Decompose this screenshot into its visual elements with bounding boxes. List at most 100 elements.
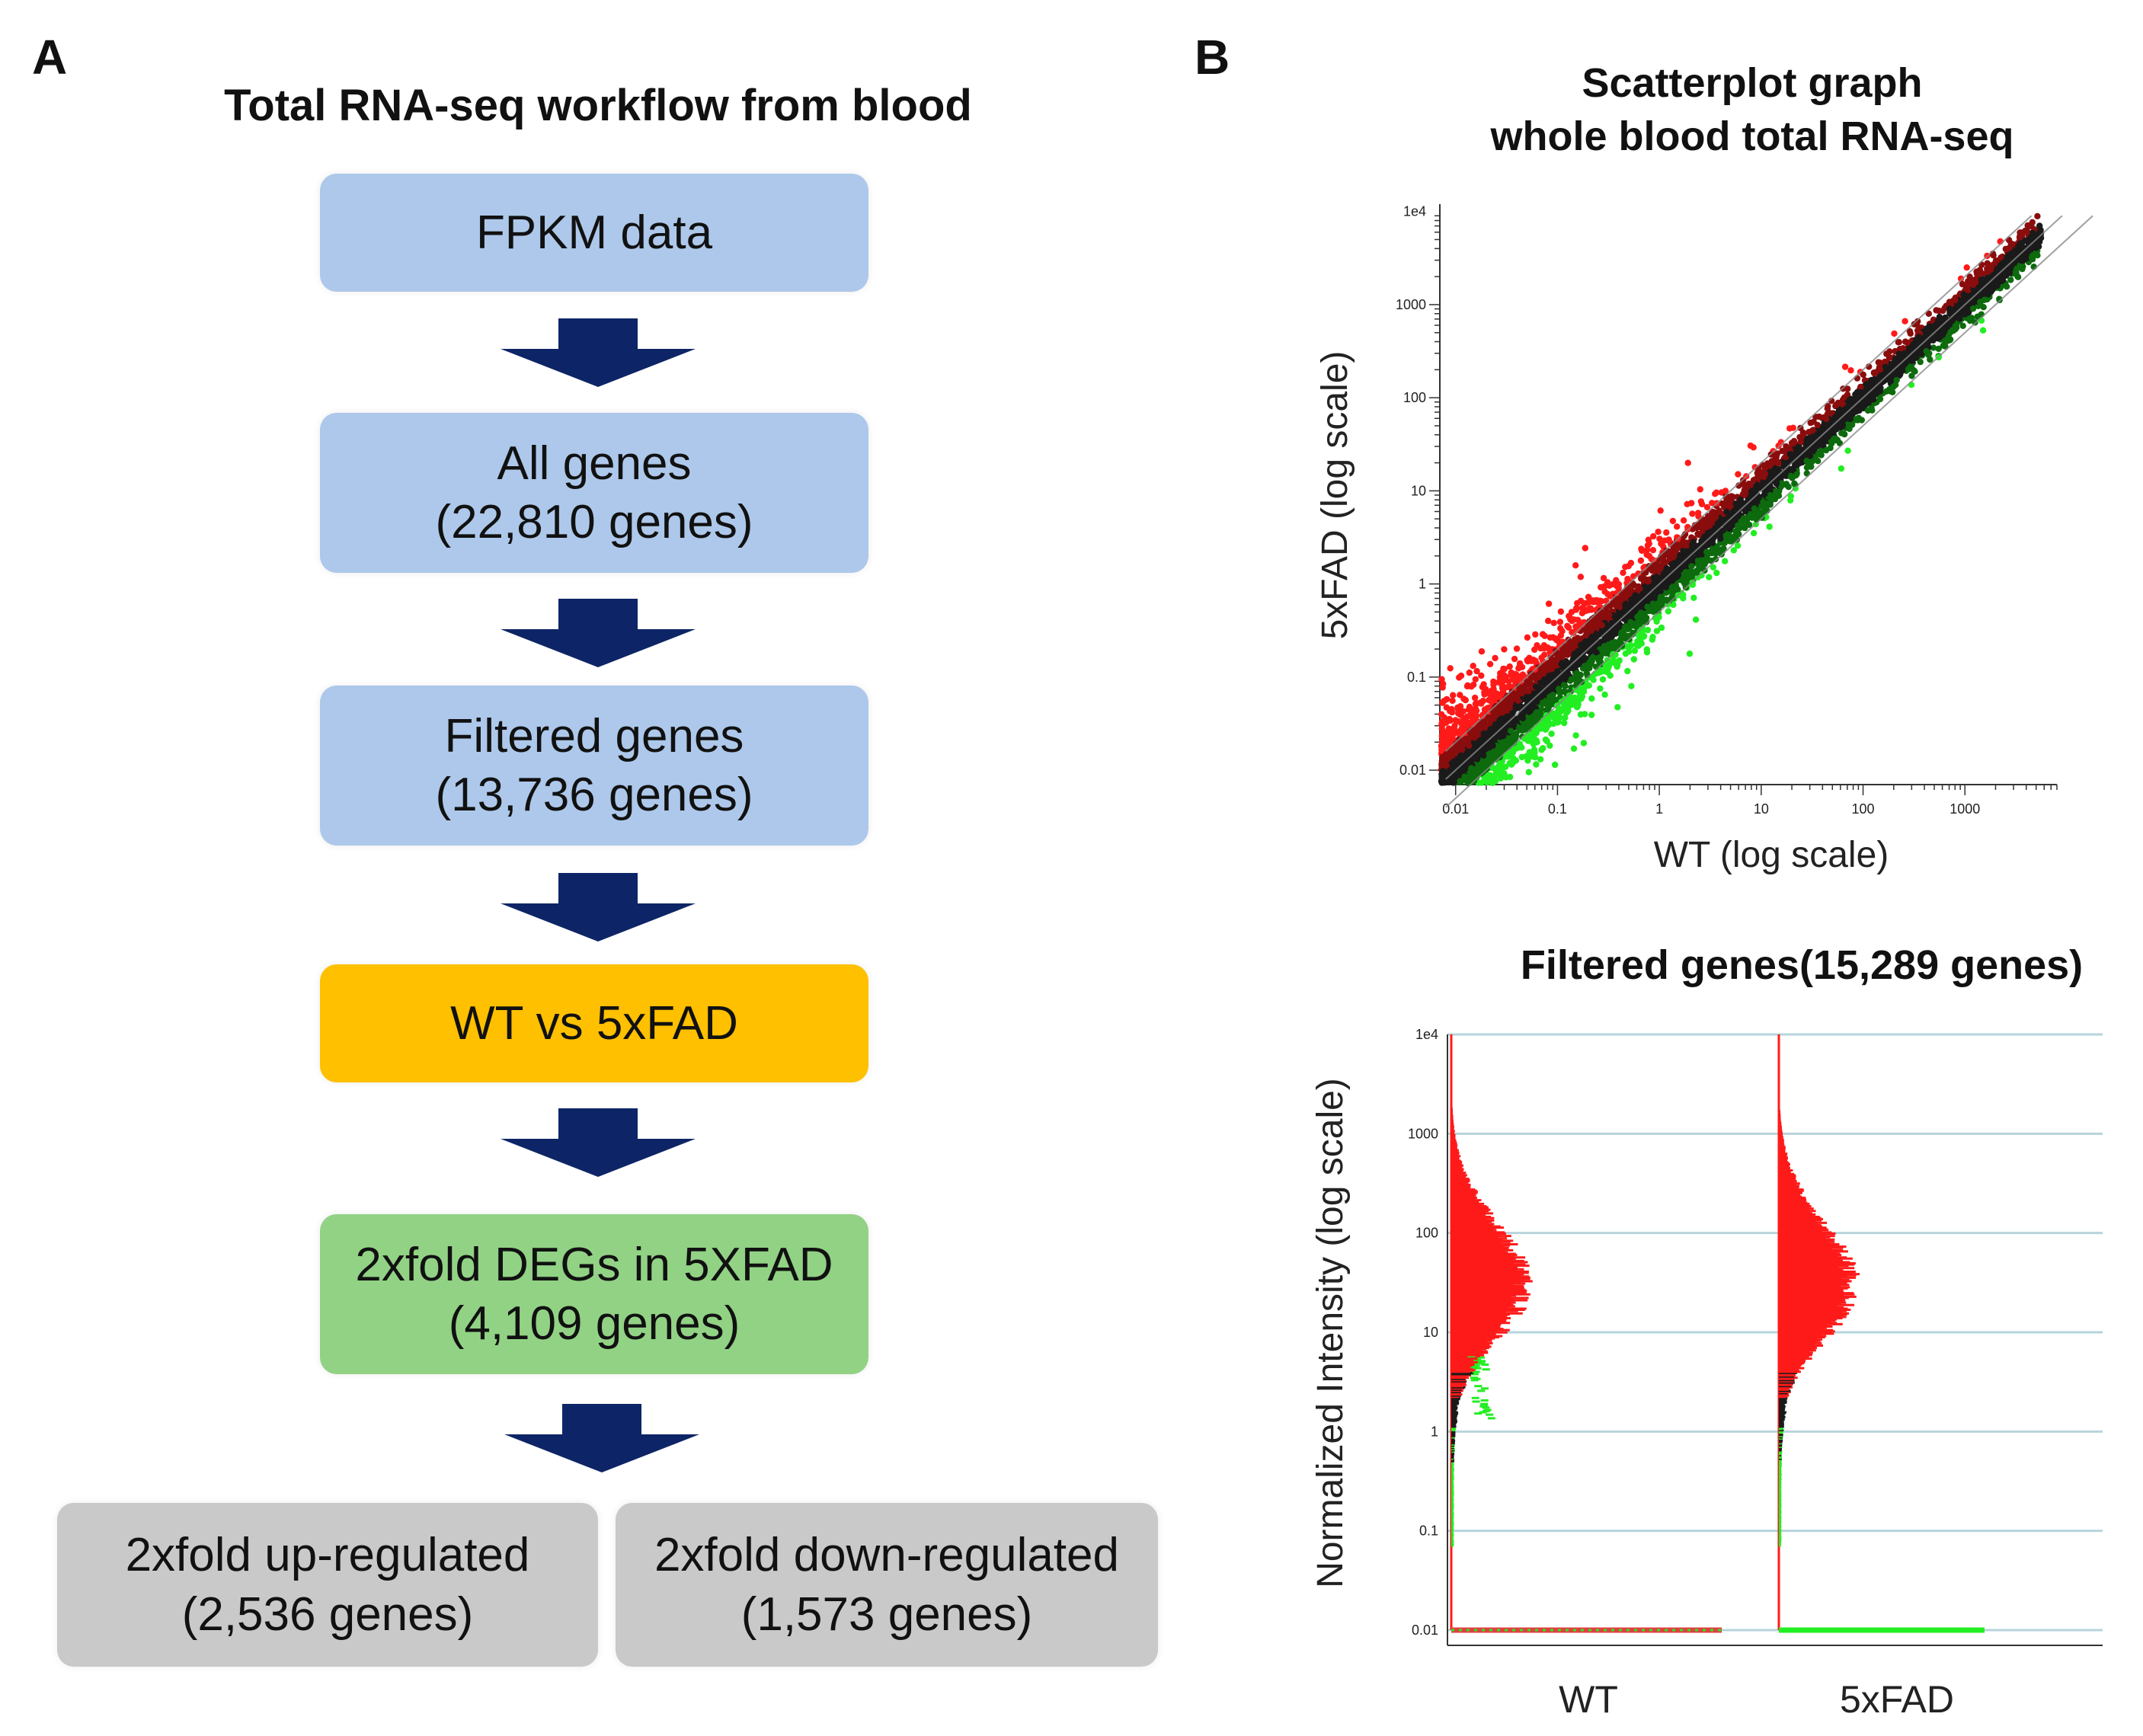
scatter-y-tick-label: 1e4 xyxy=(1403,204,1426,219)
scatter-point xyxy=(1640,574,1647,582)
scatter-point xyxy=(1548,695,1556,703)
scatter-point xyxy=(1525,769,1533,775)
scatter-point xyxy=(1593,649,1600,656)
dist-y-tick-label: 1000 xyxy=(1408,1126,1438,1141)
scatter-point xyxy=(1891,330,1898,337)
scatter-point xyxy=(1495,750,1502,756)
scatter-point xyxy=(1834,418,1841,426)
scatter-point xyxy=(1889,388,1896,395)
scatter-point xyxy=(1649,636,1656,643)
scatter-point xyxy=(1825,403,1831,410)
scatter-point xyxy=(1598,622,1605,628)
scatter-point xyxy=(1519,715,1527,721)
scatter-point xyxy=(1615,584,1622,591)
scatter-point xyxy=(1737,496,1744,504)
scatter-point xyxy=(1562,670,1569,678)
step-all-genes: All genes (22,810 genes) xyxy=(320,413,868,573)
scatter-point xyxy=(1489,779,1496,787)
scatter-point xyxy=(1930,325,1937,332)
scatter-point xyxy=(1466,669,1473,676)
scatter-point xyxy=(1572,562,1579,569)
scatter-point xyxy=(1624,576,1631,583)
scatter-y-tick-label: 1 xyxy=(1419,577,1426,592)
scatter-point xyxy=(1616,623,1623,630)
dist-y-tick-label: 1 xyxy=(1431,1424,1438,1439)
scatter-point xyxy=(1570,745,1578,752)
scatter-point xyxy=(1566,692,1573,699)
scatter-point xyxy=(2037,231,2044,238)
scatter-point xyxy=(1796,433,1803,441)
scatter-point xyxy=(1609,580,1617,588)
scatter-point xyxy=(1930,344,1937,351)
scatter-point xyxy=(1732,500,1739,507)
panel-a-title: Total RNA-seq workflow from blood xyxy=(224,81,972,130)
scatter-point xyxy=(1561,719,1568,727)
scatter-point xyxy=(1543,722,1550,730)
scatter-point xyxy=(1627,642,1635,649)
scatter-point xyxy=(1499,682,1506,689)
scatter-point xyxy=(1441,698,1447,705)
scatter-point xyxy=(1441,769,1448,775)
scatter-point xyxy=(1989,283,1996,289)
scatter-point xyxy=(1822,415,1830,423)
scatter-point xyxy=(1905,366,1912,372)
scatter-point xyxy=(1656,536,1663,542)
scatter-point xyxy=(1447,665,1454,672)
scatter-point xyxy=(1507,712,1514,720)
scatter-point xyxy=(1552,761,1559,769)
scatter-point xyxy=(1574,703,1581,710)
scatter-point xyxy=(1511,655,1518,663)
scatter-point xyxy=(1556,619,1564,625)
scatter-point xyxy=(1544,702,1551,709)
scatter-point xyxy=(1562,659,1569,667)
scatter-point xyxy=(2014,273,2021,280)
scatter-point xyxy=(1681,580,1688,587)
scatter-point xyxy=(1900,366,1908,373)
scatter-point xyxy=(1640,632,1648,639)
scatter-point xyxy=(1624,625,1632,633)
scatter-points xyxy=(1438,213,2045,787)
scatter-title-line2: whole blood total RNA-seq xyxy=(1490,113,2014,159)
step-filtered-genes-count: (13,736 genes) xyxy=(435,769,753,821)
scatter-point xyxy=(1778,480,1785,487)
scatter-point xyxy=(1601,643,1608,650)
dist-y-tick-label: 0.01 xyxy=(1412,1623,1438,1638)
scatter-point xyxy=(1654,600,1662,607)
scatter-point xyxy=(1674,523,1681,530)
scatter-point xyxy=(1970,291,1977,298)
flow-arrow-3 xyxy=(501,873,696,942)
scatter-point xyxy=(1969,281,1977,289)
scatter-point xyxy=(1943,337,1949,345)
scatter-point xyxy=(1921,343,1928,350)
scatter-point xyxy=(1472,676,1479,683)
scatter-point xyxy=(1588,660,1594,667)
scatter-point xyxy=(1760,498,1767,506)
up-regulated-count: (2,536 genes) xyxy=(181,1587,474,1641)
scatter-point xyxy=(1956,315,1962,321)
scatter-point xyxy=(1915,334,1923,340)
scatter-point xyxy=(1588,633,1595,641)
scatter-point xyxy=(1730,547,1737,554)
scatter-point xyxy=(1710,564,1717,571)
scatter-point xyxy=(1697,498,1705,505)
scatter-point xyxy=(1492,654,1499,662)
scatter-point xyxy=(1466,759,1473,766)
scatter-point xyxy=(1530,656,1537,663)
guide-line-2x xyxy=(1445,215,2033,752)
scatter-point xyxy=(1682,539,1689,546)
scatter-point xyxy=(1787,472,1794,480)
scatter-point xyxy=(1918,350,1925,357)
scatter-point xyxy=(1786,450,1793,458)
scatter-point xyxy=(1582,599,1589,607)
dist-y-tick-label: 100 xyxy=(1415,1226,1438,1241)
scatter-point xyxy=(1489,742,1496,749)
scatter-point xyxy=(1539,631,1546,638)
scatter-point xyxy=(1599,676,1607,683)
scatter-point xyxy=(1438,759,1445,767)
scatter-point xyxy=(1544,676,1551,684)
scatter-point xyxy=(1933,307,1940,314)
scatter-point xyxy=(1486,696,1492,704)
scatter-point xyxy=(1860,371,1866,379)
scatter-point xyxy=(1785,483,1792,491)
